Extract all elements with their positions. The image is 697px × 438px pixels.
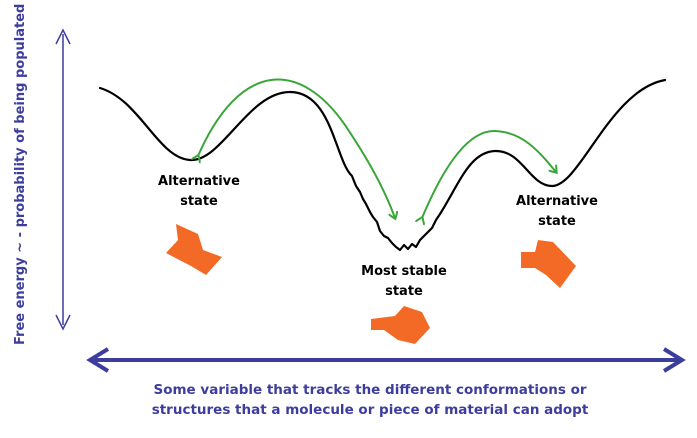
center-state-label: Most stable state — [352, 262, 456, 302]
center-state-label-line2: state — [385, 284, 423, 299]
x-axis-label: Some variable that tracks the different … — [90, 380, 650, 420]
center-state-shape — [371, 306, 430, 344]
right-state-label-line1: Alternative — [516, 194, 598, 209]
left-state-label-line2: state — [180, 194, 218, 209]
left-state-label: Alternative state — [149, 172, 249, 212]
right-state-shape — [521, 240, 576, 288]
center-state-label-line1: Most stable — [361, 264, 447, 279]
x-axis-label-line2: structures that a molecule or piece of m… — [151, 402, 589, 418]
y-axis-label: Free energy ~ - probability of being pop… — [13, 4, 28, 345]
right-state-label: Alternative state — [507, 192, 607, 232]
left-state-shape — [166, 224, 222, 275]
x-axis-arrow — [86, 347, 686, 373]
right-arrow-to-center — [422, 129, 556, 218]
right-state-label-line2: state — [538, 214, 576, 229]
y-axis-arrow — [55, 28, 71, 331]
left-arrow-to-center — [198, 78, 395, 218]
x-axis-label-line1: Some variable that tracks the different … — [153, 382, 587, 398]
left-state-label-line1: Alternative — [158, 174, 240, 189]
transition-arrows — [198, 78, 556, 218]
